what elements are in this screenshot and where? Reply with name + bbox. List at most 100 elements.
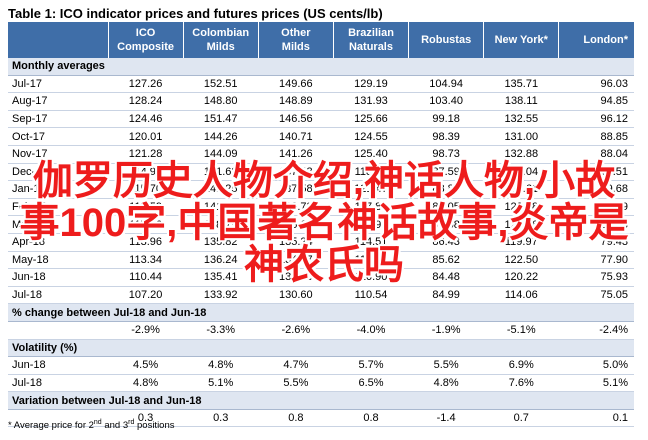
table-cell: 120.22 — [483, 268, 559, 287]
row-label: Aug-17 — [8, 92, 108, 111]
header-other-milds: Other Milds — [257, 22, 334, 58]
table-cell: 135.24 — [258, 233, 334, 252]
table-cell: 138.73 — [258, 198, 334, 217]
table-cell: 121.47 — [333, 180, 409, 199]
table-cell: 131.93 — [333, 92, 409, 111]
row-label — [8, 321, 108, 340]
price-table: ICO Composite Colombian Milds Other Milds B… — [8, 22, 634, 428]
table-cell: 75.05 — [558, 286, 634, 305]
table-row: Jul-18 107.20 133.92 130.60 110.54 84.99 114.0… — [8, 286, 634, 305]
table-cell: 124.55 — [333, 127, 409, 146]
table-cell: 130.60 — [258, 286, 334, 305]
table-cell: 152.51 — [183, 75, 259, 94]
table-cell: 137.58 — [258, 180, 334, 199]
table-cell: 115.70 — [108, 180, 184, 199]
row-label: Feb-18 — [8, 198, 108, 217]
table-cell: -1.4 — [408, 409, 484, 428]
table-cell: 114.06 — [483, 286, 559, 305]
section-header-row: Monthly averages — [8, 58, 634, 76]
section-title: Volatility (%) — [8, 339, 634, 358]
table-cell: 144.09 — [183, 145, 259, 164]
table-cell: 115.56 — [108, 215, 184, 234]
table-header-row: ICO Composite Colombian Milds Other Milds B… — [8, 22, 634, 58]
table-cell: 104.94 — [408, 75, 484, 94]
table-row: Jun-18 4.5% 4.8% 4.7% 5.7% 5.5% 6.9% 5.0% — [8, 356, 634, 375]
table-cell: 121.28 — [108, 145, 184, 164]
table-cell: 4.8% — [108, 374, 184, 393]
table-cell: 86.43 — [408, 233, 484, 252]
table-cell: 141.62 — [183, 163, 259, 182]
table-cell: 114.90 — [108, 163, 184, 182]
table-cell: -1.9% — [408, 321, 484, 340]
table-cell: 107.20 — [108, 286, 184, 305]
row-label: Jun-18 — [8, 268, 108, 287]
row-label — [8, 409, 108, 428]
section-header-row: Volatility (%) — [8, 339, 634, 358]
row-label: Jan-18 — [8, 180, 108, 199]
header-corner — [8, 22, 108, 58]
table-cell: 128.24 — [108, 92, 184, 111]
table-row: Feb-18 116.59 141.77 138.73 117.83 89.05 122.1… — [8, 198, 634, 217]
table-cell: 98.39 — [408, 127, 484, 146]
table-cell: 119.97 — [483, 233, 559, 252]
table-cell: 4.8% — [183, 356, 259, 375]
table-cell: 88.04 — [558, 145, 634, 164]
header-robustas: Robustas — [408, 22, 484, 58]
table-cell: 5.1% — [558, 374, 634, 393]
table-cell: 5.5% — [408, 356, 484, 375]
table-cell: 79.68 — [558, 180, 634, 199]
table-cell: 148.89 — [258, 92, 334, 111]
table-row: Mar-18 115.56 138.79 136.69 115.91 87.58 120.4… — [8, 215, 634, 234]
table-cell: 0.8 — [333, 409, 409, 428]
section-title: Variation between Jul-18 and Jun-18 — [8, 391, 634, 410]
table-cell: 141.26 — [258, 145, 334, 164]
table-cell: 94.85 — [558, 92, 634, 111]
table-cell: 148.80 — [183, 92, 259, 111]
table-title: Table 1: ICO indicator prices and future… — [8, 6, 383, 21]
table-cell: 122.18 — [483, 198, 559, 217]
table-row: Jul-18 4.8% 5.1% 5.5% 6.5% 4.8% 7.6% 5.1% — [8, 374, 634, 393]
table-cell: 84.48 — [408, 268, 484, 287]
table-cell: 110.90 — [333, 268, 409, 287]
table-row: Dec-17 114.90 141.62 137.43 118.71 87.59 125.0… — [8, 163, 634, 182]
table-cell: 4.7% — [258, 356, 334, 375]
table-cell: 115.91 — [333, 215, 409, 234]
table-cell: 115.64 — [333, 251, 409, 270]
table-cell: 79.43 — [558, 233, 634, 252]
table-cell: 5.5% — [258, 374, 334, 393]
table-cell: 113.34 — [108, 251, 184, 270]
table-cell: 136.69 — [258, 215, 334, 234]
table-cell: 75.93 — [558, 268, 634, 287]
header-new-york: New York* — [483, 22, 559, 58]
table-cell: 87.58 — [408, 215, 484, 234]
table-row: Jul-17 127.26 152.51 149.66 129.19 104.94 135.… — [8, 75, 634, 94]
table-row: Nov-17 121.28 144.09 141.26 125.40 98.73 132.8… — [8, 145, 634, 164]
table-cell: 117.83 — [333, 198, 409, 217]
table-cell: 122.50 — [483, 251, 559, 270]
table-cell: 132.55 — [483, 110, 559, 129]
header-brazilian-naturals: Brazilian Naturals — [332, 22, 409, 58]
table-cell: 96.03 — [558, 75, 634, 94]
table-cell: 78.51 — [558, 163, 634, 182]
table-cell: 0.3 — [183, 409, 259, 428]
row-label: Jul-17 — [8, 75, 108, 94]
table-row: Apr-18 113.96 135.82 135.24 114.51 86.43 119.9… — [8, 233, 634, 252]
table-cell: 137.43 — [258, 163, 334, 182]
table-row: Aug-17 128.24 148.80 148.89 131.93 103.40 138.… — [8, 92, 634, 111]
table-cell: 149.66 — [258, 75, 334, 94]
table-cell: 4.8% — [408, 374, 484, 393]
row-label: Nov-17 — [8, 145, 108, 164]
row-label: May-18 — [8, 251, 108, 270]
row-label: Sep-17 — [8, 110, 108, 129]
table-cell: -2.6% — [258, 321, 334, 340]
table-cell: 88.81 — [408, 180, 484, 199]
table-cell: 125.66 — [333, 110, 409, 129]
table-cell: 85.62 — [408, 251, 484, 270]
table-cell: 6.9% — [483, 356, 559, 375]
table-cell: 0.1 — [558, 409, 634, 428]
table-row: 0.3 0.3 0.8 0.8 -1.4 0.7 0.1 — [8, 409, 634, 428]
section-header-row: % change between Jul-18 and Jun-18 — [8, 303, 634, 322]
table-cell: 6.5% — [333, 374, 409, 393]
table-row: Jan-18 115.70 141.25 137.58 121.47 88.81 124.6… — [8, 180, 634, 199]
table-cell: 7.6% — [483, 374, 559, 393]
